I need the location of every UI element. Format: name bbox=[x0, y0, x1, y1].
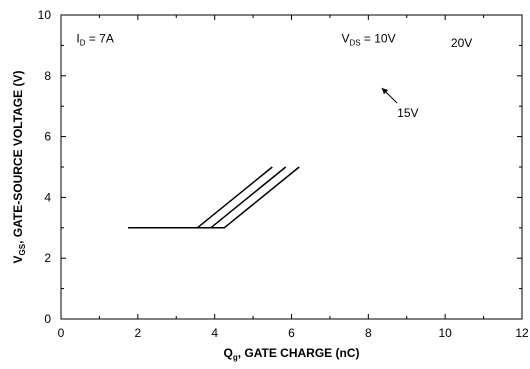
x-tick-label: 12 bbox=[515, 326, 529, 340]
y-axis-title-rest: , GATE-SOURCE VOLTAGE (V) bbox=[11, 71, 25, 244]
axis-ticks bbox=[60, 14, 523, 320]
y-tick-label: 8 bbox=[44, 69, 51, 83]
x-tick-label: 8 bbox=[365, 326, 372, 340]
y-tick-label: 0 bbox=[44, 312, 51, 326]
x-tick-label: 6 bbox=[288, 326, 295, 340]
x-axis-title-rest: , GATE CHARGE (nC) bbox=[238, 346, 360, 360]
annotation-drain-current-main: I bbox=[76, 31, 79, 45]
y-tick-label: 2 bbox=[44, 251, 51, 265]
y-axis-title-sub: GS bbox=[18, 243, 27, 255]
x-axis-title-sub: g bbox=[233, 353, 238, 362]
annotation-drain-current: ID = 7A bbox=[76, 31, 113, 47]
annotation-arrow bbox=[381, 87, 398, 104]
y-tick-label: 10 bbox=[38, 8, 52, 22]
annotation-arrow-head bbox=[381, 87, 389, 95]
x-axis-title: Qg, GATE CHARGE (nC) bbox=[223, 346, 359, 362]
annotation-15v: 15V bbox=[397, 106, 418, 120]
y-axis-title-main: V bbox=[11, 255, 25, 263]
x-axis-title-main: Q bbox=[223, 346, 232, 360]
x-tick-label: 10 bbox=[438, 326, 452, 340]
series-lines bbox=[128, 166, 300, 229]
annotation-vds: VDS = 10V bbox=[341, 31, 395, 47]
x-tick-label: 4 bbox=[211, 326, 218, 340]
y-tick-label: 4 bbox=[44, 190, 51, 204]
x-tick-label: 0 bbox=[58, 326, 65, 340]
annotation-vds-rest: = 10V bbox=[361, 31, 396, 45]
annotation-vds-sub: DS bbox=[349, 38, 360, 47]
series-line-15v bbox=[128, 166, 273, 229]
tick-labels: 0 2 4 6 8 10 12 0 2 4 6 8 10 bbox=[38, 8, 529, 340]
x-tick-label: 2 bbox=[134, 326, 141, 340]
y-axis-title: VGS, GATE-SOURCE VOLTAGE (V) bbox=[11, 71, 27, 264]
y-tick-label: 6 bbox=[44, 130, 51, 144]
annotation-drain-current-sub: D bbox=[80, 38, 86, 47]
series-line-20v bbox=[128, 166, 300, 229]
annotation-vds-main: V bbox=[341, 31, 349, 45]
plot-frame bbox=[60, 14, 523, 320]
annotation-20v: 20V bbox=[451, 36, 472, 50]
annotation-drain-current-rest: = 7A bbox=[85, 31, 113, 45]
